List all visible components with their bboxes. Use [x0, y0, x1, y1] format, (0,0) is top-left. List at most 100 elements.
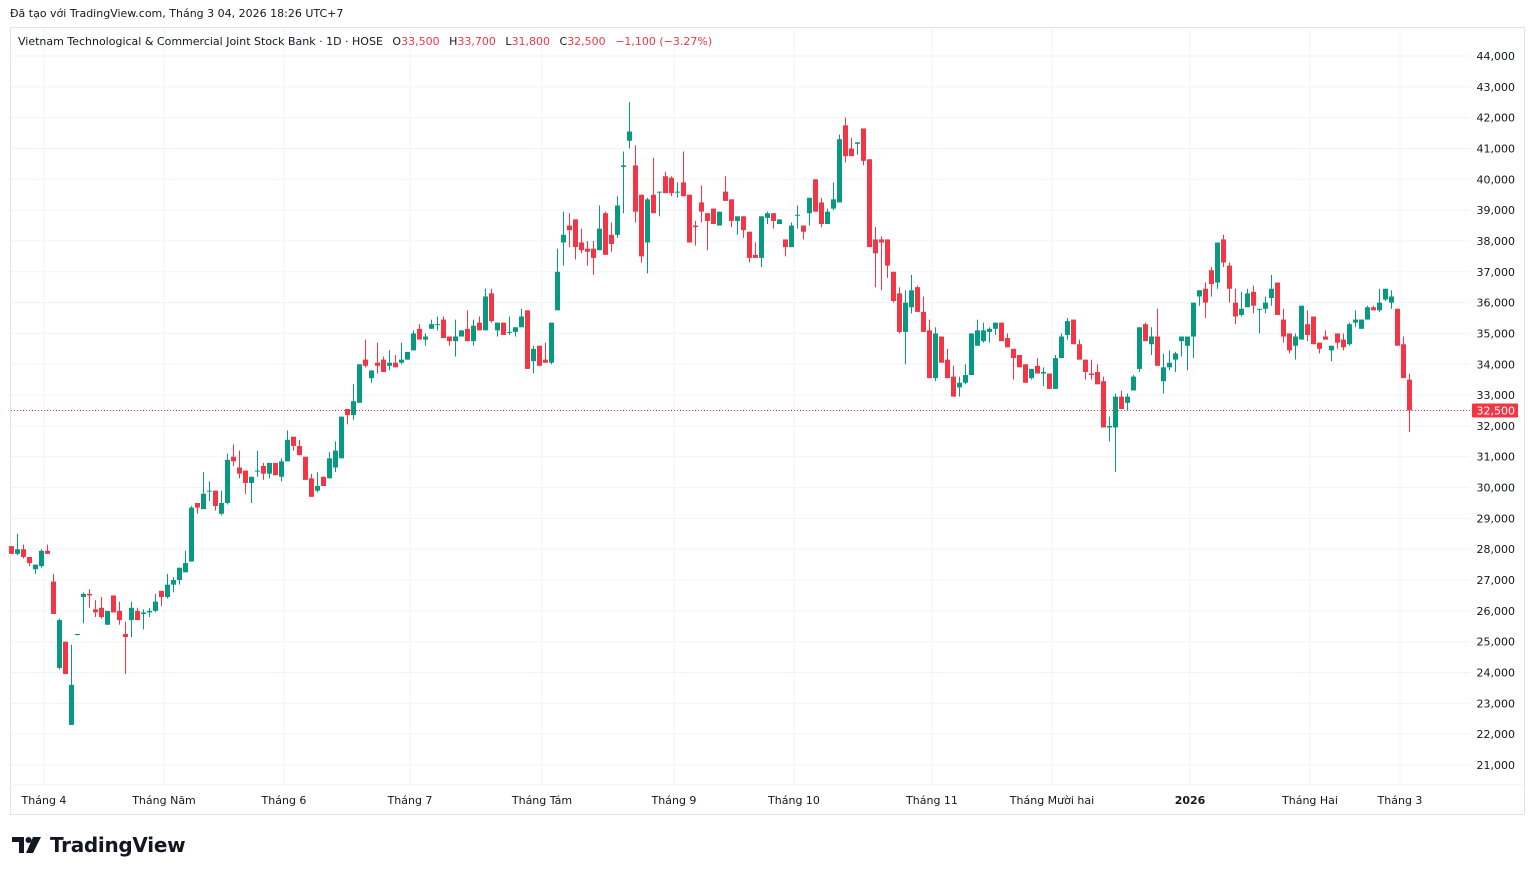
candle-up — [105, 610, 110, 625]
candle-up — [387, 350, 392, 371]
candle-body — [87, 593, 92, 596]
candle-up — [795, 205, 800, 229]
candle-body — [255, 470, 260, 472]
candle-body — [765, 213, 770, 218]
candle-up — [183, 550, 188, 573]
low-value: 31,800 — [511, 35, 551, 48]
candle-body — [225, 459, 230, 503]
candle-body — [543, 359, 548, 363]
candle-body — [933, 333, 938, 379]
candle-body — [513, 327, 518, 332]
candle-down — [63, 641, 68, 675]
candle-body — [687, 194, 692, 243]
high-value: 33,700 — [457, 35, 496, 48]
candle-up — [1149, 327, 1154, 356]
candle-body — [1035, 365, 1040, 374]
candle-body — [519, 316, 524, 328]
candle-down — [393, 355, 398, 368]
candle-up — [675, 182, 680, 198]
price-tick-label: 33,000 — [1477, 389, 1516, 402]
candle-up — [987, 327, 992, 343]
candle-body — [207, 490, 212, 492]
candle-body — [99, 607, 104, 618]
candle-body — [423, 336, 428, 340]
candle-body — [759, 216, 764, 258]
candle-up — [423, 333, 428, 346]
candle-up — [825, 208, 830, 225]
candle-body — [1275, 282, 1280, 315]
symbol-legend: Vietnam Technological & Commercial Joint… — [18, 35, 712, 48]
candle-body — [243, 470, 248, 483]
candle-body — [693, 225, 698, 228]
candle-up — [33, 564, 38, 574]
candle-up — [1299, 305, 1304, 340]
candle-body — [783, 239, 788, 248]
candle-down — [465, 310, 470, 342]
candle-body — [321, 476, 326, 487]
price-tick-label: 38,000 — [1477, 235, 1516, 248]
candle-body — [495, 322, 500, 331]
tradingview-logo[interactable]: TradingView — [12, 833, 186, 857]
candle-down — [801, 225, 806, 240]
candle-down — [693, 220, 698, 246]
candle-down — [747, 231, 752, 263]
candle-body — [915, 287, 920, 312]
candle-down — [159, 590, 164, 607]
time-axis[interactable]: Tháng 4 Tháng Năm Tháng 6 Tháng 7 Tháng Tám T… — [21, 794, 1423, 807]
candle-body — [585, 248, 590, 252]
candle-body — [1263, 302, 1268, 309]
candle-body — [1161, 367, 1166, 382]
candle-down — [1275, 282, 1280, 315]
candle-body — [387, 362, 392, 366]
candle-body — [1215, 242, 1220, 283]
candle-up — [1107, 416, 1112, 442]
candle-up — [1041, 367, 1046, 386]
candle-up — [627, 102, 632, 149]
candle-body — [795, 214, 800, 216]
price-tick-label: 35,000 — [1477, 327, 1516, 340]
candle-body — [1017, 355, 1022, 368]
candle-up — [1347, 322, 1352, 346]
candle-up — [207, 481, 212, 502]
candle-up — [531, 345, 536, 374]
candle-body — [1305, 324, 1310, 335]
candle-down — [783, 239, 788, 257]
candle-body — [1209, 270, 1214, 285]
time-tick-label: Tháng 3 — [1377, 794, 1423, 807]
price-axis[interactable]: 44,000 43,000 42,000 41,000 40,000 39,000 38,0… — [1477, 50, 1516, 772]
candle-body — [615, 205, 620, 235]
candle-down — [381, 356, 386, 372]
candle-body — [489, 293, 494, 322]
time-tick-label: Tháng 9 — [651, 794, 697, 807]
candle-up — [1065, 318, 1070, 340]
candle-body — [159, 590, 164, 597]
candle-down — [363, 339, 368, 368]
candle-up — [57, 618, 62, 670]
candle-body — [939, 336, 944, 363]
candle-body — [105, 610, 110, 625]
candle-body — [333, 450, 338, 468]
price-tick-label: 21,000 — [1477, 759, 1516, 772]
time-tick-label: 2026 — [1175, 794, 1206, 807]
candle-up — [957, 376, 962, 397]
time-tick-label: Tháng 6 — [261, 794, 307, 807]
candle-down — [87, 589, 92, 608]
candle-body — [1395, 308, 1400, 346]
candle-up — [1137, 327, 1142, 372]
candle-down — [1227, 262, 1232, 303]
grid-lines — [10, 28, 1525, 786]
candle-up — [807, 197, 812, 226]
candle-body — [1257, 308, 1262, 310]
price-tick-label: 27,000 — [1477, 574, 1516, 587]
candle-down — [297, 439, 302, 456]
candle-body — [567, 225, 572, 231]
candle-down — [1203, 282, 1208, 319]
candle-body — [873, 239, 878, 254]
candle-up — [1269, 274, 1274, 306]
candle-body — [1137, 327, 1142, 369]
candle-body — [351, 401, 356, 416]
candle-body — [303, 456, 308, 480]
candle-down — [1155, 308, 1160, 366]
candle-up — [327, 452, 332, 479]
